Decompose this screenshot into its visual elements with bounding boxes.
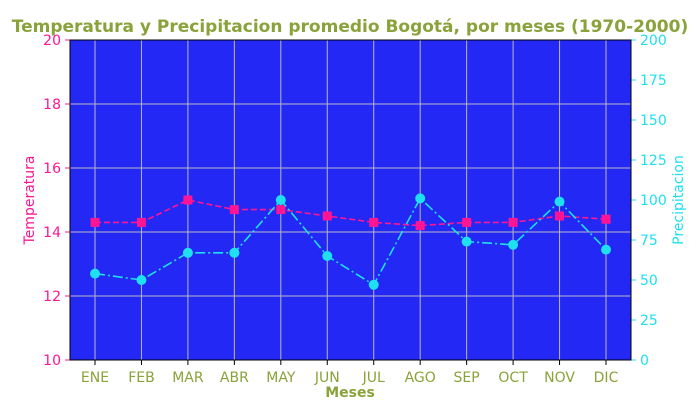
data-point [90, 217, 100, 227]
x-tick-label: NOV [544, 370, 575, 386]
y-right-tick-label: 150 [640, 113, 667, 129]
y-axis-label-right: Precipitacion [671, 155, 687, 245]
x-tick-label: ABR [220, 370, 249, 386]
x-tick-label: MAY [266, 370, 296, 386]
y-right-tick-label: 25 [640, 313, 658, 329]
plot-area [70, 40, 631, 360]
x-tick-label: ENE [81, 370, 109, 386]
series-line [94, 197, 607, 286]
y-right-tick-label: 50 [640, 273, 658, 289]
data-point [508, 239, 519, 250]
axes [65, 39, 636, 365]
series-right [90, 193, 611, 290]
data-point [322, 251, 333, 261]
data-point [136, 217, 146, 227]
data-point [461, 236, 472, 247]
series-left [90, 195, 611, 231]
data-point [508, 217, 518, 227]
y-right-tick-label: 75 [640, 233, 658, 249]
data-point [136, 275, 147, 285]
data-point [322, 211, 332, 221]
data-point [554, 196, 565, 207]
x-tick-label: JUN [314, 370, 340, 386]
x-tick-label: SEP [454, 370, 480, 386]
data-point [415, 193, 426, 204]
data-point [415, 221, 425, 231]
y-left-tick-label: 16 [43, 161, 61, 177]
y-left-tick-label: 10 [43, 353, 61, 369]
data-point [369, 217, 379, 227]
y-right-tick-label: 125 [640, 153, 667, 169]
y-right-tick-label: 200 [640, 33, 667, 49]
x-axis-label: Meses [325, 385, 375, 400]
data-point [462, 217, 472, 227]
chart-title: Temperatura y Precipitacion promedio Bog… [12, 17, 688, 37]
data-point [90, 268, 100, 279]
y-right-tick-label: 0 [640, 353, 649, 369]
plot-frame [69, 39, 632, 361]
data-point [183, 195, 193, 205]
data-point [229, 247, 240, 258]
tick-labels: ENE FEB MAR ABR MAY JUN JUL AGO SEP OCT NOV DIC 10 12… [43, 33, 667, 386]
series-line [95, 199, 607, 227]
y-right-tick-label: 175 [640, 73, 667, 89]
data-point [276, 205, 286, 215]
data-point [229, 205, 239, 215]
data-point [275, 195, 286, 205]
data-point [555, 211, 565, 221]
x-tick-label: FEB [128, 370, 155, 386]
data-point [182, 247, 193, 258]
data-point [601, 244, 611, 255]
y-left-tick-label: 18 [43, 97, 61, 113]
y-axis-label-left: Temperatura [22, 156, 38, 246]
x-tick-label: OCT [498, 370, 528, 386]
y-left-tick-label: 20 [43, 33, 61, 49]
y-left-tick-label: 14 [43, 225, 61, 241]
x-tick-label: JUL [362, 370, 385, 386]
y-right-tick-label: 100 [640, 193, 667, 209]
x-tick-label: AGO [405, 370, 436, 386]
x-tick-label: MAR [172, 370, 204, 386]
data-point [601, 214, 611, 224]
series-layer [90, 193, 611, 290]
y-left-tick-label: 12 [43, 289, 61, 305]
data-point [368, 279, 379, 290]
x-tick-label: DIC [594, 370, 619, 386]
